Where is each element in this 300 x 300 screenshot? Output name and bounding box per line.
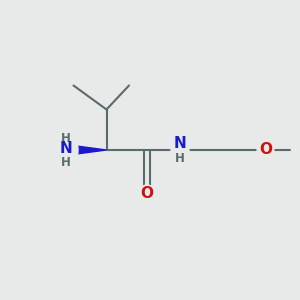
Text: H: H [61,132,71,145]
Text: H: H [61,156,71,169]
Text: N: N [174,136,186,152]
Text: H: H [175,152,185,166]
Polygon shape [66,145,106,155]
Ellipse shape [138,185,156,202]
Text: O: O [140,186,154,201]
Text: N: N [60,141,72,156]
Text: O: O [259,142,272,158]
Ellipse shape [257,142,274,158]
Ellipse shape [171,134,189,166]
Ellipse shape [54,130,78,170]
